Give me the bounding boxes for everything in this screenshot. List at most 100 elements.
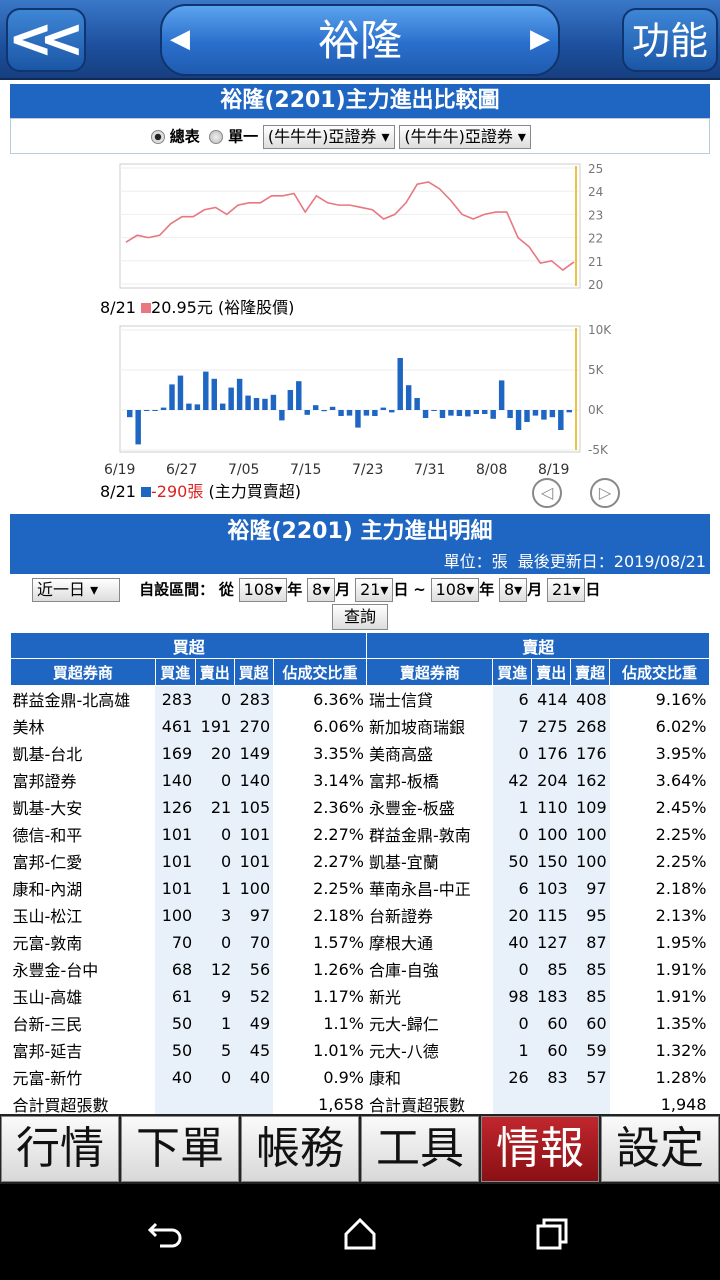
table-cell: 283 [234,685,274,713]
back-nav-icon[interactable] [146,1214,186,1254]
table-cell: 100 [570,847,610,875]
month-to-select[interactable]: 8▾ [498,578,528,602]
table-cell: 2.27% [273,820,367,848]
home-nav-icon[interactable] [340,1214,380,1254]
prev-arrow-icon[interactable]: ◀ [170,24,190,54]
column-header: 買超 [233,658,274,686]
broker-name: 台新證券 [368,907,433,926]
volume-bar [498,380,505,410]
table-row: 凱基-台北 169 20 149 3.35% 美商高盛 0 176 176 3.95% [11,739,710,767]
table-cell: 1.28% [609,1063,710,1091]
volume-bar [490,410,496,419]
chart-prev-icon[interactable]: ◁ [532,478,562,508]
table-cell: 126 [155,793,196,821]
table-cell: 50 [155,1036,196,1064]
chart-next-icon[interactable]: ▷ [590,478,620,508]
sell-group-header: 賣超 [366,632,710,659]
volume-y-tick: 10K [588,323,612,337]
table-row: 玉山-松江 100 3 97 2.18% 台新證券 20 115 95 2.13% [11,901,710,929]
period-select[interactable]: 近一日 ▾ [32,578,120,602]
table-cell: 176 [531,739,571,767]
table-cell: 40 [155,1063,196,1091]
volume-bar [219,403,226,410]
broker-select-2[interactable]: (牛牛牛)亞證券 ▾ [399,125,531,149]
table-cell: 408 [570,685,610,713]
volume-y-tick: 5K [588,363,605,377]
table-cell: 115 [531,901,571,929]
broker-name: 富邦證券 [12,772,77,791]
broker-name: 凱基-大安 [12,799,83,818]
year-to-select[interactable]: 108▾ [430,578,480,602]
recents-nav-icon[interactable] [532,1214,572,1254]
year-from-select[interactable]: 108▾ [238,578,288,602]
table-cell: 83 [531,1063,571,1091]
volume-bar [321,410,327,412]
radio-single[interactable] [209,130,224,144]
table-cell: 100 [570,820,610,848]
volume-bar [338,410,344,416]
volume-bar [541,410,547,420]
day-from-select[interactable]: 21▾ [355,578,394,602]
volume-bar [211,378,217,410]
table-row: 康和-內湖 101 1 100 2.25% 華南永昌-中正 6 103 97 2.18% [11,874,710,902]
query-row: 近一日 ▾ 自設區間： 從 108▾ 年 8▾ 月 21▾ 日 ~ 108▾ 年 8▾ 月… [10,574,710,630]
tab-0[interactable]: 行情 [1,1116,119,1182]
volume-bar [228,387,234,410]
volume-bar [558,410,564,430]
tab-5[interactable]: 設定 [601,1116,719,1182]
table-cell: 9 [195,982,235,1010]
table-cell: 204 [531,766,571,794]
table-row: 群益金鼎-北高雄 283 0 283 6.36% 瑞士信貸 6 414 408 9.16% [11,685,710,713]
table-cell: 3.14% [273,766,367,794]
price-y-tick: 22 [588,232,603,246]
broker-name: 元大-歸仁 [368,1015,439,1034]
radio-all[interactable] [151,130,165,144]
table-cell: 103 [531,874,571,902]
function-button[interactable]: 功能 [622,8,718,72]
column-header: 佔成交比重 [609,658,710,686]
table-cell: 26 [492,1063,532,1091]
tab-3[interactable]: 工具 [361,1116,479,1182]
volume-bar [279,410,285,421]
table-cell: 0 [195,766,235,794]
next-arrow-icon[interactable]: ▶ [530,24,550,54]
tab-4[interactable]: 情報 [481,1116,599,1182]
table-cell: 6 [492,874,532,902]
back-button[interactable]: << [6,8,86,72]
broker-name: 新加坡商瑞銀 [368,718,465,737]
table-row: 台新-三民 50 1 49 1.1% 元大-歸仁 0 60 60 1.35% [11,1009,710,1037]
volume-bar [203,371,209,410]
table-cell: 57 [570,1063,610,1091]
table-cell: 275 [531,712,571,740]
table-cell: 109 [570,793,610,821]
table-cell: 2.27% [273,847,367,875]
x-tick-label: 7/05 [228,462,259,478]
volume-bar [372,410,378,416]
table-cell: 2.18% [609,874,710,902]
table-cell: 101 [234,820,274,848]
table-cell: 20 [195,739,235,767]
broker-name: 德信-和平 [12,826,83,845]
day-to-select[interactable]: 21▾ [547,578,586,602]
broker-table: 買超 賣超 買超券商 買進 賣出 買超 佔成交比重 賣超券商 買進 賣出 賣超 佔成交比重 群益金鼎… [9,632,710,1118]
volume-bar [329,406,336,410]
broker-select-1[interactable]: (牛牛牛)亞證券 ▾ [262,125,395,149]
table-cell: 101 [155,874,196,902]
query-button[interactable]: 查詢 [332,604,388,630]
tab-2[interactable]: 帳務 [241,1116,359,1182]
broker-name: 摩根大通 [368,934,433,953]
month-from-select[interactable]: 8▾ [307,578,336,602]
volume-bar [524,410,530,422]
volume-bar [143,410,150,411]
broker-name: 康和 [368,1069,401,1088]
total-cell [155,1090,274,1118]
volume-bar [127,410,133,418]
broker-name: 凱基-台北 [12,745,83,764]
table-cell: 6.02% [609,712,710,740]
volume-bar [431,410,437,411]
total-row: 合計買超張數 1,658 合計賣超張數 1,948 [11,1090,710,1118]
broker-name: 台新-三民 [12,1015,83,1034]
table-row: 德信-和平 101 0 101 2.27% 群益金鼎-敦南 0 100 100 2.25% [11,820,710,848]
tab-1[interactable]: 下單 [121,1116,239,1182]
stock-title-selector: ◀ 裕隆 ▶ [160,4,560,76]
